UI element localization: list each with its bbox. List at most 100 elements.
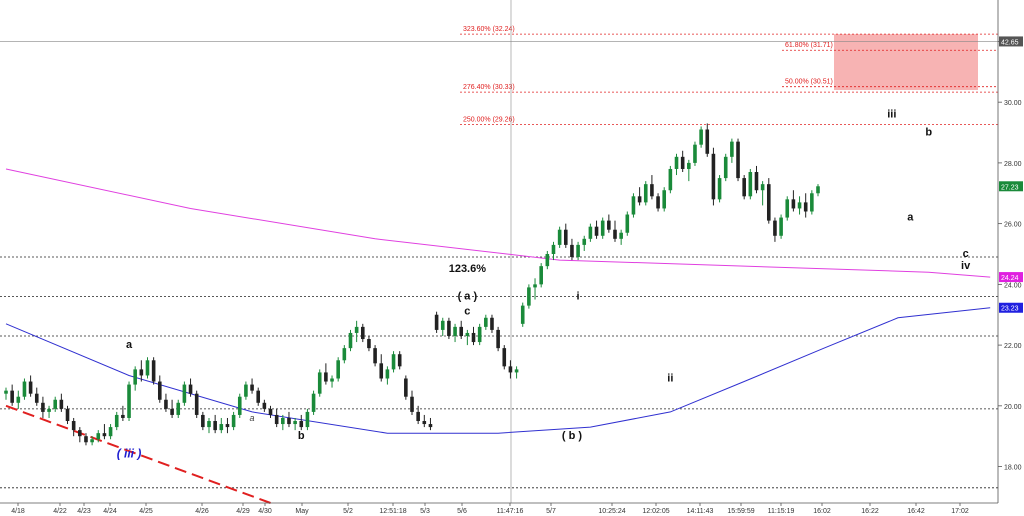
candle-body-120 (742, 178, 746, 197)
candle-body-53 (330, 378, 334, 382)
candle-body-21 (133, 369, 137, 385)
candle-body-29 (182, 384, 187, 403)
candle-body-82 (508, 366, 513, 373)
candle-body-105 (650, 184, 654, 197)
candle-body-101 (625, 214, 630, 233)
candle-body-57 (354, 326, 359, 333)
candle-body-92 (570, 244, 574, 258)
wave-label-14: iv (961, 260, 971, 272)
wave-label-3: ( iii ) (117, 446, 142, 460)
candle-body-102 (631, 196, 636, 215)
x-tick-label-3: 4/24 (103, 508, 117, 515)
candle-body-35 (219, 424, 224, 431)
candle-body-73 (453, 326, 457, 336)
candle-body-98 (607, 220, 611, 230)
candle-body-58 (360, 326, 365, 340)
price-badge-2 (999, 272, 1023, 283)
candle-body-31 (194, 393, 199, 415)
candle-body-22 (139, 369, 144, 376)
candle-body-49 (305, 411, 310, 428)
x-tick-label-18: 15:59:59 (727, 508, 754, 515)
candle-body-104 (643, 184, 648, 203)
candle-body-61 (379, 363, 384, 379)
candle-body-91 (563, 229, 568, 245)
x-tick-label-16: 12:02:05 (642, 508, 669, 515)
fib-level-label-1: 276.40% (30.33) (463, 84, 515, 91)
candle-body-30 (188, 384, 193, 394)
wave-label-0: a (126, 339, 133, 351)
candle-body-33 (207, 421, 211, 428)
fib-level-label-0: 323.60% (32.24) (463, 26, 515, 33)
candle-body-107 (662, 190, 667, 209)
candle-body-26 (164, 399, 168, 409)
candle-body-8 (53, 399, 58, 409)
candle-body-19 (121, 414, 125, 418)
candle-body-70 (434, 314, 439, 330)
candle-body-6 (41, 402, 45, 412)
candle-body-109 (674, 156, 679, 169)
candle-body-2 (16, 396, 21, 403)
candle-body-3 (22, 381, 27, 397)
candle-body-27 (170, 408, 174, 415)
candle-body-7 (47, 408, 51, 412)
y-tick-label-1: 20.00 (1004, 404, 1022, 411)
box-level-label-1: 50.00% (30.51) (785, 79, 833, 86)
candle-body-72 (447, 320, 451, 336)
x-tick-label-0: 4/18 (11, 508, 25, 515)
wave-label-2: b (298, 430, 305, 442)
candle-body-93 (576, 244, 580, 258)
price-badge-label-2: 24.24 (1001, 275, 1019, 282)
candle-body-81 (502, 348, 507, 367)
wave-label-6: c (464, 306, 470, 318)
y-tick-label-4: 26.00 (1004, 222, 1022, 229)
x-tick-label-19: 11:15:19 (768, 508, 795, 515)
candle-body-36 (225, 424, 230, 428)
candle-body-126 (779, 217, 783, 236)
price-badge-1 (999, 181, 1023, 192)
candle-body-75 (465, 332, 470, 336)
candle-body-113 (699, 129, 703, 145)
x-tick-label-15: 10:25:24 (598, 508, 625, 515)
price-badge-0 (999, 36, 1023, 47)
candle-body-87 (539, 266, 543, 285)
candle-body-10 (65, 408, 70, 422)
candle-body-119 (736, 141, 740, 179)
candle-body-114 (705, 129, 710, 154)
x-tick-label-13: 11:47:16 (497, 508, 524, 515)
candle-body-69 (428, 424, 433, 428)
candle-body-84 (520, 305, 525, 324)
x-tick-label-23: 17:02 (951, 508, 969, 515)
trend-line (5, 404, 271, 504)
candle-body-13 (84, 436, 88, 443)
candle-body-62 (385, 369, 390, 379)
candle-body-16 (102, 433, 107, 437)
candle-body-52 (324, 372, 328, 382)
candle-body-64 (397, 354, 402, 367)
target-zone-box (834, 34, 978, 91)
wave-label-11: b (925, 127, 932, 139)
candle-body-122 (754, 172, 759, 191)
candle-body-9 (59, 399, 64, 409)
candle-body-44 (274, 414, 279, 425)
candle-body-56 (348, 332, 353, 349)
x-tick-label-20: 16:02 (813, 508, 831, 515)
candle-body-4 (28, 381, 33, 394)
box-level-label-0: 61.80% (31.71) (785, 42, 833, 49)
candle-body-108 (668, 168, 673, 191)
candle-body-110 (680, 156, 685, 169)
candle-body-79 (490, 317, 494, 330)
candle-body-51 (317, 372, 322, 394)
candle-body-115 (711, 153, 716, 200)
candle-body-59 (367, 339, 371, 349)
moving-average-0 (5, 168, 991, 278)
candle-body-127 (785, 199, 790, 218)
y-tick-label-3: 24.00 (1004, 282, 1022, 289)
x-tick-label-2: 4/23 (77, 508, 91, 515)
candle-body-46 (287, 417, 291, 425)
candle-body-55 (342, 348, 347, 361)
candle-body-76 (471, 332, 476, 343)
candle-body-17 (108, 427, 113, 437)
candle-body-118 (730, 141, 734, 157)
